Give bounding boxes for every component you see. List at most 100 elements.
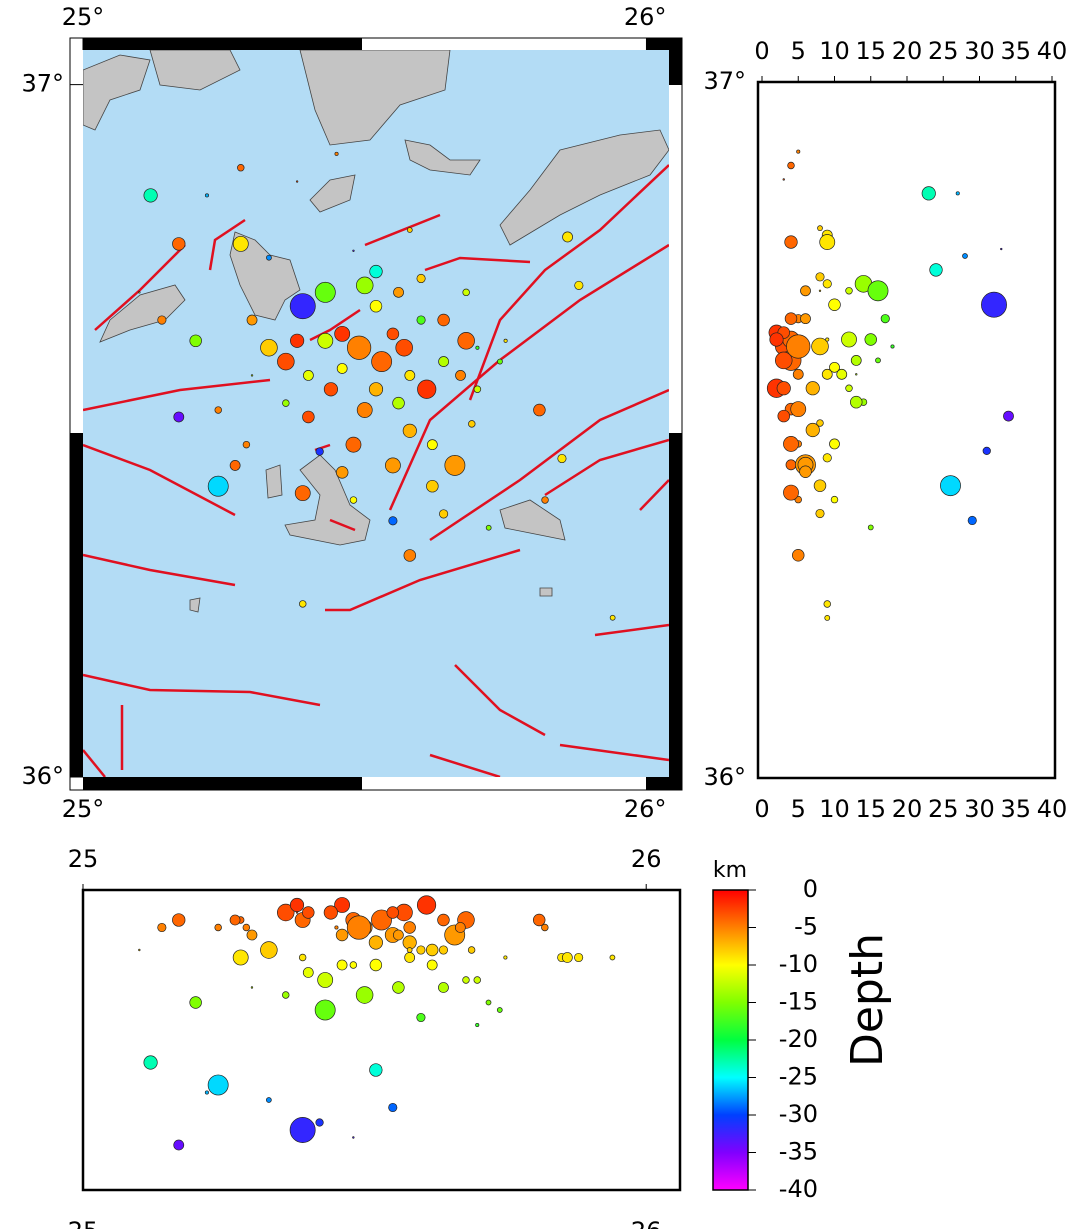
event bbox=[562, 231, 573, 243]
event bbox=[805, 381, 820, 396]
event bbox=[352, 249, 355, 252]
event bbox=[457, 332, 475, 350]
event bbox=[294, 485, 311, 502]
event bbox=[157, 315, 167, 325]
event bbox=[295, 180, 299, 183]
event bbox=[774, 351, 793, 370]
event bbox=[426, 959, 438, 971]
event bbox=[214, 923, 222, 932]
event bbox=[157, 922, 167, 933]
event bbox=[302, 967, 314, 978]
x-tick-label: 0 bbox=[754, 795, 769, 823]
x-tick-label: 26° bbox=[624, 795, 667, 823]
event bbox=[335, 928, 349, 942]
event bbox=[204, 193, 209, 198]
y-tick-label: 36° bbox=[703, 763, 746, 791]
event bbox=[776, 381, 791, 396]
event bbox=[277, 352, 295, 371]
event bbox=[315, 1118, 324, 1127]
event bbox=[811, 337, 829, 356]
event bbox=[425, 943, 439, 957]
event bbox=[204, 1090, 209, 1095]
colorbar-tick-label: 0 bbox=[803, 875, 818, 903]
event bbox=[921, 186, 936, 201]
event bbox=[497, 358, 503, 365]
event bbox=[207, 1074, 229, 1096]
event bbox=[829, 438, 840, 450]
event bbox=[825, 337, 830, 342]
event bbox=[189, 334, 202, 348]
x-tick-label: 30 bbox=[964, 37, 995, 65]
event bbox=[532, 913, 546, 927]
event bbox=[242, 440, 251, 449]
event bbox=[850, 395, 863, 409]
event bbox=[473, 385, 482, 393]
event bbox=[242, 923, 251, 932]
event bbox=[1003, 410, 1014, 422]
event bbox=[138, 948, 141, 952]
event bbox=[475, 1022, 480, 1028]
event bbox=[404, 952, 416, 963]
event bbox=[609, 954, 616, 961]
event bbox=[503, 955, 508, 960]
faults bbox=[83, 164, 669, 777]
event bbox=[246, 929, 258, 941]
event bbox=[792, 368, 804, 380]
event bbox=[388, 516, 398, 526]
event bbox=[455, 370, 466, 381]
event bbox=[416, 315, 426, 325]
event bbox=[816, 419, 824, 427]
event bbox=[777, 409, 790, 423]
event bbox=[782, 178, 785, 181]
longitude-depth-events bbox=[138, 895, 616, 1151]
event bbox=[289, 1117, 316, 1143]
event bbox=[796, 149, 801, 154]
x-tick-label: 35 bbox=[1000, 795, 1031, 823]
event bbox=[214, 406, 222, 414]
event bbox=[800, 285, 811, 297]
colorbar-tick-label: -30 bbox=[779, 1100, 818, 1128]
colorbar-tick-label: -5 bbox=[794, 913, 818, 941]
event bbox=[867, 524, 874, 531]
event bbox=[392, 981, 405, 994]
event bbox=[473, 976, 481, 984]
x-tick-label: 0 bbox=[754, 37, 769, 65]
y-tick-label: 37° bbox=[703, 67, 746, 95]
event bbox=[336, 363, 348, 374]
x-tick-label: 5 bbox=[791, 795, 806, 823]
event bbox=[282, 991, 290, 999]
event bbox=[334, 925, 339, 930]
event bbox=[315, 447, 324, 456]
event bbox=[386, 906, 399, 919]
event bbox=[302, 370, 314, 381]
event bbox=[855, 373, 858, 376]
event bbox=[314, 999, 336, 1021]
frame-bar bbox=[83, 777, 362, 790]
event bbox=[503, 338, 508, 343]
event bbox=[393, 286, 404, 298]
map-events bbox=[138, 151, 616, 621]
event bbox=[260, 941, 278, 959]
event bbox=[962, 253, 968, 259]
event bbox=[349, 496, 358, 504]
event bbox=[561, 952, 573, 963]
y-tick-label: 37° bbox=[21, 70, 64, 98]
event bbox=[783, 484, 799, 501]
event bbox=[815, 272, 825, 282]
colorbar-tick-label: -15 bbox=[779, 988, 818, 1016]
land bbox=[83, 50, 669, 613]
event bbox=[792, 549, 805, 562]
event bbox=[289, 897, 305, 913]
event bbox=[369, 1063, 383, 1077]
event bbox=[438, 982, 449, 993]
event bbox=[416, 273, 426, 284]
event bbox=[416, 895, 437, 915]
x-tick-label: 25° bbox=[62, 795, 105, 823]
event bbox=[369, 299, 383, 313]
event bbox=[845, 287, 853, 295]
event bbox=[277, 903, 295, 922]
event bbox=[250, 374, 254, 377]
event bbox=[403, 549, 417, 562]
event bbox=[138, 291, 141, 294]
colorbar-tick-label: -25 bbox=[779, 1063, 818, 1091]
